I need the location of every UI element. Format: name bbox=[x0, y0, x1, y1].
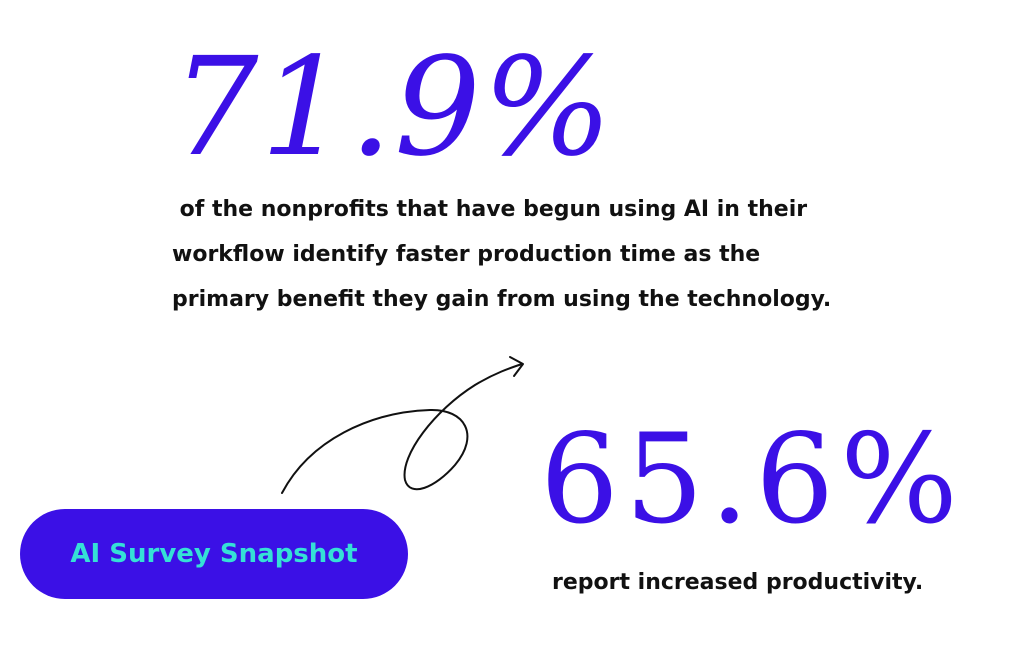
stat-description-secondary: report increased productivity. bbox=[552, 560, 923, 605]
stat-description-line: workflow identify faster production time… bbox=[172, 242, 761, 267]
survey-snapshot-badge: AI Survey Snapshot bbox=[20, 509, 408, 599]
curved-arrow-icon bbox=[281, 356, 524, 494]
stat-description-line: primary benefit they gain from using the… bbox=[172, 287, 832, 312]
stat-percentage-secondary: 65.6% bbox=[540, 408, 964, 552]
stat-description-line: of the nonprofits that have begun using … bbox=[172, 197, 808, 222]
stat-description-primary: of the nonprofits that have begun using … bbox=[172, 187, 831, 322]
stat-percentage-primary: 71.9% bbox=[172, 29, 615, 187]
stat-description-line: report increased productivity. bbox=[552, 570, 924, 595]
badge-label: AI Survey Snapshot bbox=[70, 539, 358, 569]
